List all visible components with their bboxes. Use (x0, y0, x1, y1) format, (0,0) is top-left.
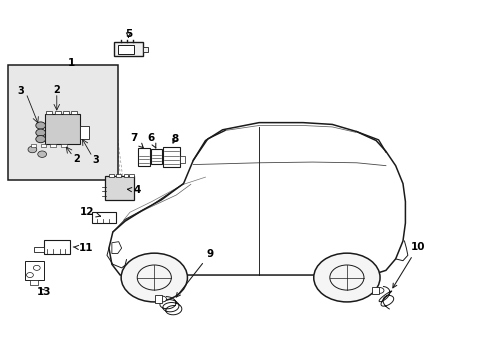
Bar (80, 126, 89, 139)
Text: 6: 6 (147, 133, 156, 148)
Bar (34, 247, 43, 252)
Bar (155, 296, 162, 303)
Bar (114, 42, 142, 56)
Bar (31, 144, 36, 147)
Text: 9: 9 (176, 248, 213, 297)
Text: 2: 2 (73, 154, 80, 164)
Text: 12: 12 (80, 207, 101, 217)
Bar (55, 111, 61, 114)
Bar (151, 149, 161, 164)
Bar (44, 114, 80, 144)
Text: 3: 3 (92, 155, 99, 165)
Circle shape (36, 122, 45, 129)
Bar (163, 147, 180, 167)
Bar (104, 176, 134, 200)
Circle shape (158, 296, 166, 302)
Text: 1: 1 (68, 58, 75, 68)
Bar (50, 144, 56, 147)
Bar (25, 261, 43, 280)
Bar (61, 144, 66, 147)
Text: 8: 8 (171, 134, 178, 144)
Bar (129, 174, 134, 177)
Text: 11: 11 (73, 243, 93, 253)
Bar (371, 287, 378, 294)
Circle shape (121, 253, 187, 302)
Bar (92, 212, 116, 223)
Bar (63, 111, 69, 114)
Bar (142, 47, 148, 52)
Bar (43, 240, 70, 253)
Text: 4: 4 (127, 185, 141, 195)
Text: 5: 5 (124, 29, 132, 39)
Text: 2: 2 (53, 85, 60, 95)
Bar (138, 148, 150, 166)
Circle shape (313, 253, 379, 302)
Bar (109, 174, 114, 177)
Circle shape (38, 151, 46, 157)
Bar (41, 144, 46, 147)
Text: 10: 10 (392, 242, 424, 288)
Bar (180, 156, 184, 163)
Bar (46, 111, 52, 114)
Bar (116, 174, 121, 177)
Bar (123, 174, 128, 177)
Circle shape (36, 129, 45, 136)
Bar (118, 45, 134, 54)
Bar (8, 65, 118, 180)
Text: 3: 3 (18, 86, 24, 96)
Circle shape (28, 146, 37, 153)
Circle shape (375, 288, 383, 293)
Text: 7: 7 (130, 134, 143, 148)
Bar (30, 280, 38, 285)
Bar (71, 111, 77, 114)
Text: 13: 13 (36, 287, 51, 297)
Circle shape (36, 135, 45, 143)
